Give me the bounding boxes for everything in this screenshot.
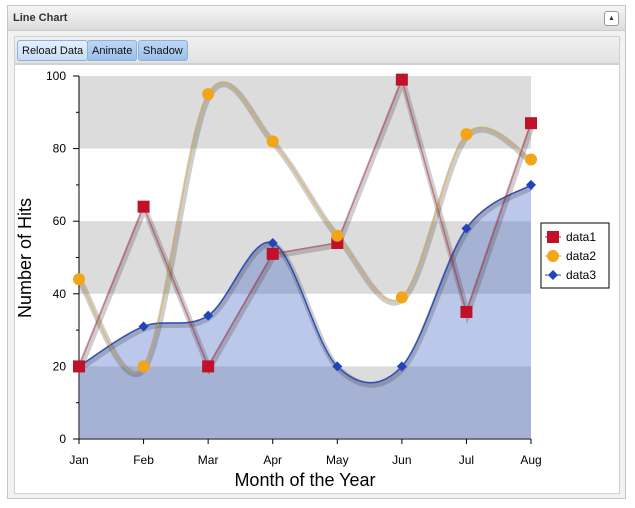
data3-point	[461, 223, 472, 234]
y-tick-label: 100	[46, 69, 66, 83]
data3-point	[526, 179, 536, 190]
data1-point	[525, 117, 537, 130]
grid-band	[79, 366, 531, 439]
data1-point	[202, 360, 215, 373]
data1-point	[266, 247, 279, 260]
y-tick-label: 20	[53, 359, 67, 373]
animate-button[interactable]: Animate	[87, 40, 138, 61]
legend-data3-marker	[548, 270, 558, 280]
data2-point	[202, 88, 215, 101]
data3-area	[79, 184, 531, 439]
data1-point	[395, 73, 408, 86]
y-tick-label: 0	[59, 432, 66, 446]
x-tick-label: Mar	[198, 453, 219, 467]
panel-header: Line Chart ▲	[8, 6, 625, 31]
data3-point	[138, 321, 149, 332]
legend-data1-marker	[547, 231, 559, 243]
data1-point	[73, 360, 85, 373]
data2-point	[137, 360, 150, 373]
panel-title: Line Chart	[13, 12, 68, 24]
x-tick-label: Feb	[133, 453, 154, 467]
data2-point	[331, 229, 344, 242]
data2-line	[78, 81, 532, 373]
legend-data2-label: data2	[566, 249, 596, 263]
data1-point	[460, 305, 473, 318]
x-tick-label: Jun	[392, 453, 411, 467]
data3-point	[203, 310, 214, 321]
data3-point	[267, 237, 278, 248]
data2-point	[525, 153, 537, 166]
y-tick-label: 40	[53, 287, 67, 301]
x-tick-label: Jan	[69, 453, 88, 467]
y-tick-label: 80	[53, 142, 67, 156]
x-tick-label: May	[326, 453, 349, 467]
grid-band	[79, 221, 531, 294]
legend-data3-label: data3	[566, 268, 596, 282]
data2-point	[460, 128, 473, 141]
x-tick-label: Aug	[520, 453, 541, 467]
data2-point	[266, 135, 279, 148]
grid-band	[79, 76, 531, 149]
legend-data2-marker	[547, 250, 559, 262]
x-tick-label: Apr	[263, 453, 282, 467]
legend-data1-label: data1	[566, 230, 596, 244]
y-tick-label: 60	[53, 214, 67, 228]
data2-shadow	[77, 81, 534, 377]
chart-area: Number of Hits Month of the Year 0 20 40 60…	[14, 64, 620, 494]
shadow-button[interactable]: Shadow	[138, 40, 188, 61]
triangle-up-icon: ▲	[608, 15, 615, 22]
x-tick-label: Jul	[459, 453, 474, 467]
data1-shadow	[77, 72, 535, 376]
reload-data-button[interactable]: Reload Data	[17, 40, 89, 61]
data2-point	[395, 291, 408, 304]
y-axis-title: Number of Hits	[15, 198, 35, 318]
data2-point	[73, 273, 85, 286]
data3-point	[396, 361, 407, 372]
data3-line	[78, 184, 532, 384]
x-axis-title: Month of the Year	[234, 470, 375, 490]
data1-line	[78, 77, 532, 369]
toolbar: Reload Data Animate Shadow	[14, 36, 620, 64]
data3-point	[332, 361, 343, 372]
collapse-button[interactable]: ▲	[604, 11, 619, 26]
line-chart: Number of Hits Month of the Year 0 20 40 60…	[15, 69, 610, 490]
data1-point	[137, 200, 150, 213]
